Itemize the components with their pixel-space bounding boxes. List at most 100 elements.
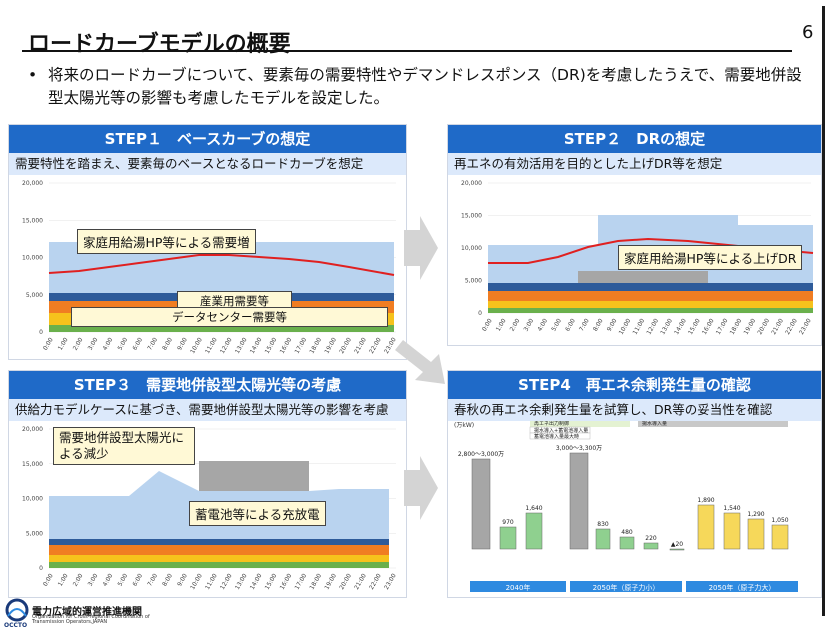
legend-curtail-box (530, 421, 630, 427)
dr-dark-blue (488, 283, 813, 291)
x-tick-label: 13:00 (659, 317, 674, 336)
y-tick-label: 10,000 (461, 245, 482, 252)
x-tick-label: 20:00 (338, 572, 353, 591)
step2-chart: 20,000 15,000 10,000 5,000 0 0:00 1:00 2:00 3:0… (461, 180, 814, 336)
y-tick-label: 0 (478, 310, 482, 317)
x-tick-label: 23:00 (383, 572, 398, 591)
step4-bar (723, 512, 741, 550)
group-bar-2040 (470, 581, 566, 592)
step2-header: STEP２ DRの想定 (448, 125, 821, 153)
y-tick-label: 15,000 (22, 461, 43, 468)
step3-x-axis: 0:00 1:00 2:00 3:00 4:00 5:00 6:00 7:00 8:00 9:00… (42, 572, 398, 591)
page-title: ロードカーブモデルの概要 (28, 32, 291, 57)
step3-panel: STEP３ 需要地併設型太陽光等の考慮 供給力モデルケースに基づき、需要地併設型… (8, 370, 407, 598)
x-tick-label: 15:00 (264, 336, 279, 355)
legend-batt-max-box (529, 432, 591, 440)
x-tick-label: 5:00 (116, 336, 129, 351)
y-tick-label: 20,000 (22, 426, 43, 433)
x-tick-label: 18:00 (308, 572, 323, 591)
slide-border (822, 6, 825, 616)
step4-bar (643, 542, 659, 550)
x-tick-label: 8:00 (161, 572, 174, 587)
title-underline (22, 50, 792, 52)
step1-panel: STEP１ ベースカーブの想定 需要特性を踏まえ、要素毎のベースとなるロードカー… (8, 124, 407, 360)
x-tick-label: 12:00 (645, 317, 660, 336)
callout-datacenter: データセンター需要等 (71, 307, 388, 327)
x-tick-label: 18:00 (308, 336, 323, 355)
x-tick-label: 6:00 (564, 317, 577, 332)
y-tick-label: 10,000 (22, 255, 43, 262)
dr-orange (488, 291, 813, 301)
base-red-line (48, 254, 395, 276)
base-green (49, 325, 394, 332)
group-label-2050-small: 2050年（原子力小） (593, 583, 660, 592)
group-bar-2050-small (570, 581, 682, 592)
step1-header: STEP１ ベースカーブの想定 (9, 125, 406, 153)
x-tick-label: 8:00 (592, 317, 605, 332)
legend-label: 蓄電池導入量最大時 (534, 433, 579, 440)
step4-unit: (万kW) (454, 422, 474, 429)
x-tick-label: 9:00 (176, 572, 189, 587)
dr-green (488, 308, 813, 313)
x-tick-label: 7:00 (146, 336, 159, 351)
x-tick-label: 10:00 (189, 336, 204, 355)
occto-logo-icon (5, 598, 29, 622)
x-tick-label: 4:00 (536, 317, 549, 332)
x-tick-label: 21:00 (353, 572, 368, 591)
x-tick-label: 19:00 (743, 317, 758, 336)
group-bar-2050-large (686, 581, 798, 592)
x-tick-label: 21:00 (353, 336, 368, 355)
x-tick-label: 13:00 (234, 572, 249, 591)
y-tick-label: 5,000 (465, 278, 482, 285)
y-tick-label: 15,000 (22, 217, 43, 224)
dr-yellow (488, 301, 813, 308)
bullet-dot-icon: • (28, 66, 38, 84)
step2-panel: STEP２ DRの想定 再エネの有効活用を目的とした上げDR等を想定 20,00… (447, 124, 822, 346)
step4-bar (619, 536, 635, 550)
org-name: 電力広域的運営推進機関 (32, 607, 142, 618)
callout-battery: 蓄電池等による充放電 (189, 501, 326, 526)
x-tick-label: 11:00 (204, 336, 219, 355)
y-tick-label: 15,000 (461, 213, 482, 220)
org-name-en: Organization for Cross-regional Coordina… (32, 614, 150, 625)
pv-orange (49, 545, 389, 555)
callout-pv-text: 需要地併設型太陽光による減少 (59, 430, 185, 461)
x-tick-label: 3:00 (87, 336, 100, 351)
group-label-2040: 2040年 (506, 583, 531, 592)
step4-bar-label: 970 (502, 519, 514, 526)
step4-bar-label: 1,540 (723, 505, 740, 512)
x-tick-label: 7:00 (578, 317, 591, 332)
x-tick-label: 15:00 (264, 572, 279, 591)
x-tick-label: 0:00 (42, 572, 55, 587)
step3-header: STEP３ 需要地併設型太陽光等の考慮 (9, 371, 406, 399)
x-tick-label: 22:00 (784, 317, 799, 336)
step2-description: 再エネの有効活用を目的とした上げDR等を想定 (448, 153, 821, 175)
legend-pump-box (638, 421, 788, 427)
x-tick-label: 4:00 (102, 572, 115, 587)
step4-bar (595, 528, 611, 550)
arrow-step1-to-step2 (404, 216, 438, 280)
x-tick-label: 16:00 (279, 572, 294, 591)
step4-bar-label: 1,640 (525, 505, 542, 512)
x-tick-label: 19:00 (323, 572, 338, 591)
step4-panel: STEP4 再エネ余剰発生量の確認 春秋の再エネ余剰発生量を試算し、DR等の妥当… (447, 370, 822, 598)
step2-x-axis: 0:00 1:00 2:00 3:00 4:00 5:00 6:00 7:00 8:00 9:00… (481, 317, 813, 336)
dr-gray (578, 271, 708, 283)
org-short: OCCTO (4, 622, 28, 629)
x-tick-label: 23:00 (798, 317, 813, 336)
x-tick-label: 20:00 (338, 336, 353, 355)
y-tick-label: 5,000 (26, 530, 43, 537)
x-tick-label: 10:00 (618, 317, 633, 336)
x-tick-label: 22:00 (368, 572, 383, 591)
callout-pv: 需要地併設型太陽光による減少 (53, 427, 195, 465)
step4-bar (499, 526, 517, 550)
x-tick-label: 0:00 (42, 336, 55, 351)
x-tick-label: 15:00 (687, 317, 702, 336)
step1-x-axis: 0:00 1:00 2:00 3:00 4:00 5:00 6:00 7:00 8:00 9:00… (42, 336, 398, 355)
step1-description: 需要特性を踏まえ、要素毎のベースとなるロードカーブを想定 (9, 153, 406, 175)
x-tick-label: 1:00 (57, 336, 70, 351)
step4-bar (747, 518, 765, 550)
x-tick-label: 17:00 (294, 336, 309, 355)
legend-label: 揚水導入+蓄電池導入量 (534, 427, 588, 434)
pv-yellow (49, 555, 389, 562)
